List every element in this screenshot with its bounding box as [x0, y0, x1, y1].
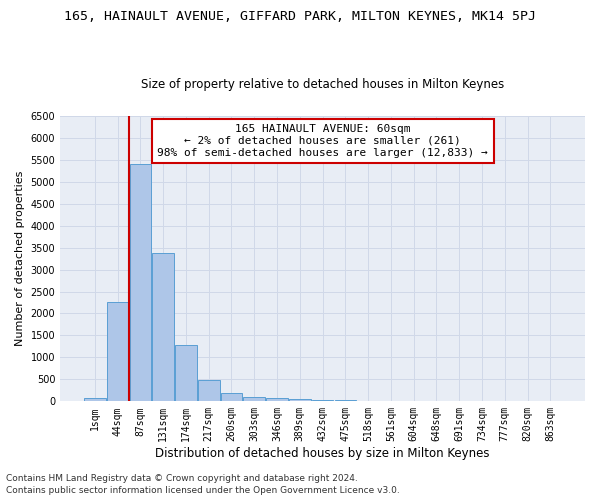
X-axis label: Distribution of detached houses by size in Milton Keynes: Distribution of detached houses by size …: [155, 447, 490, 460]
Bar: [175, 344, 197, 402]
Text: 165, HAINAULT AVENUE, GIFFARD PARK, MILTON KEYNES, MK14 5PJ: 165, HAINAULT AVENUE, GIFFARD PARK, MILT…: [64, 10, 536, 23]
Y-axis label: Number of detached properties: Number of detached properties: [15, 171, 25, 346]
Bar: [289, 399, 311, 402]
Bar: [84, 398, 106, 402]
Bar: [152, 253, 174, 402]
Bar: [221, 393, 242, 402]
Bar: [335, 400, 356, 402]
Title: Size of property relative to detached houses in Milton Keynes: Size of property relative to detached ho…: [141, 78, 504, 91]
Bar: [266, 398, 288, 402]
Bar: [244, 397, 265, 402]
Bar: [198, 380, 220, 402]
Bar: [312, 400, 334, 402]
Bar: [107, 302, 128, 402]
Text: Contains HM Land Registry data © Crown copyright and database right 2024.
Contai: Contains HM Land Registry data © Crown c…: [6, 474, 400, 495]
Text: 165 HAINAULT AVENUE: 60sqm
← 2% of detached houses are smaller (261)
98% of semi: 165 HAINAULT AVENUE: 60sqm ← 2% of detac…: [157, 124, 488, 158]
Bar: [130, 164, 151, 402]
